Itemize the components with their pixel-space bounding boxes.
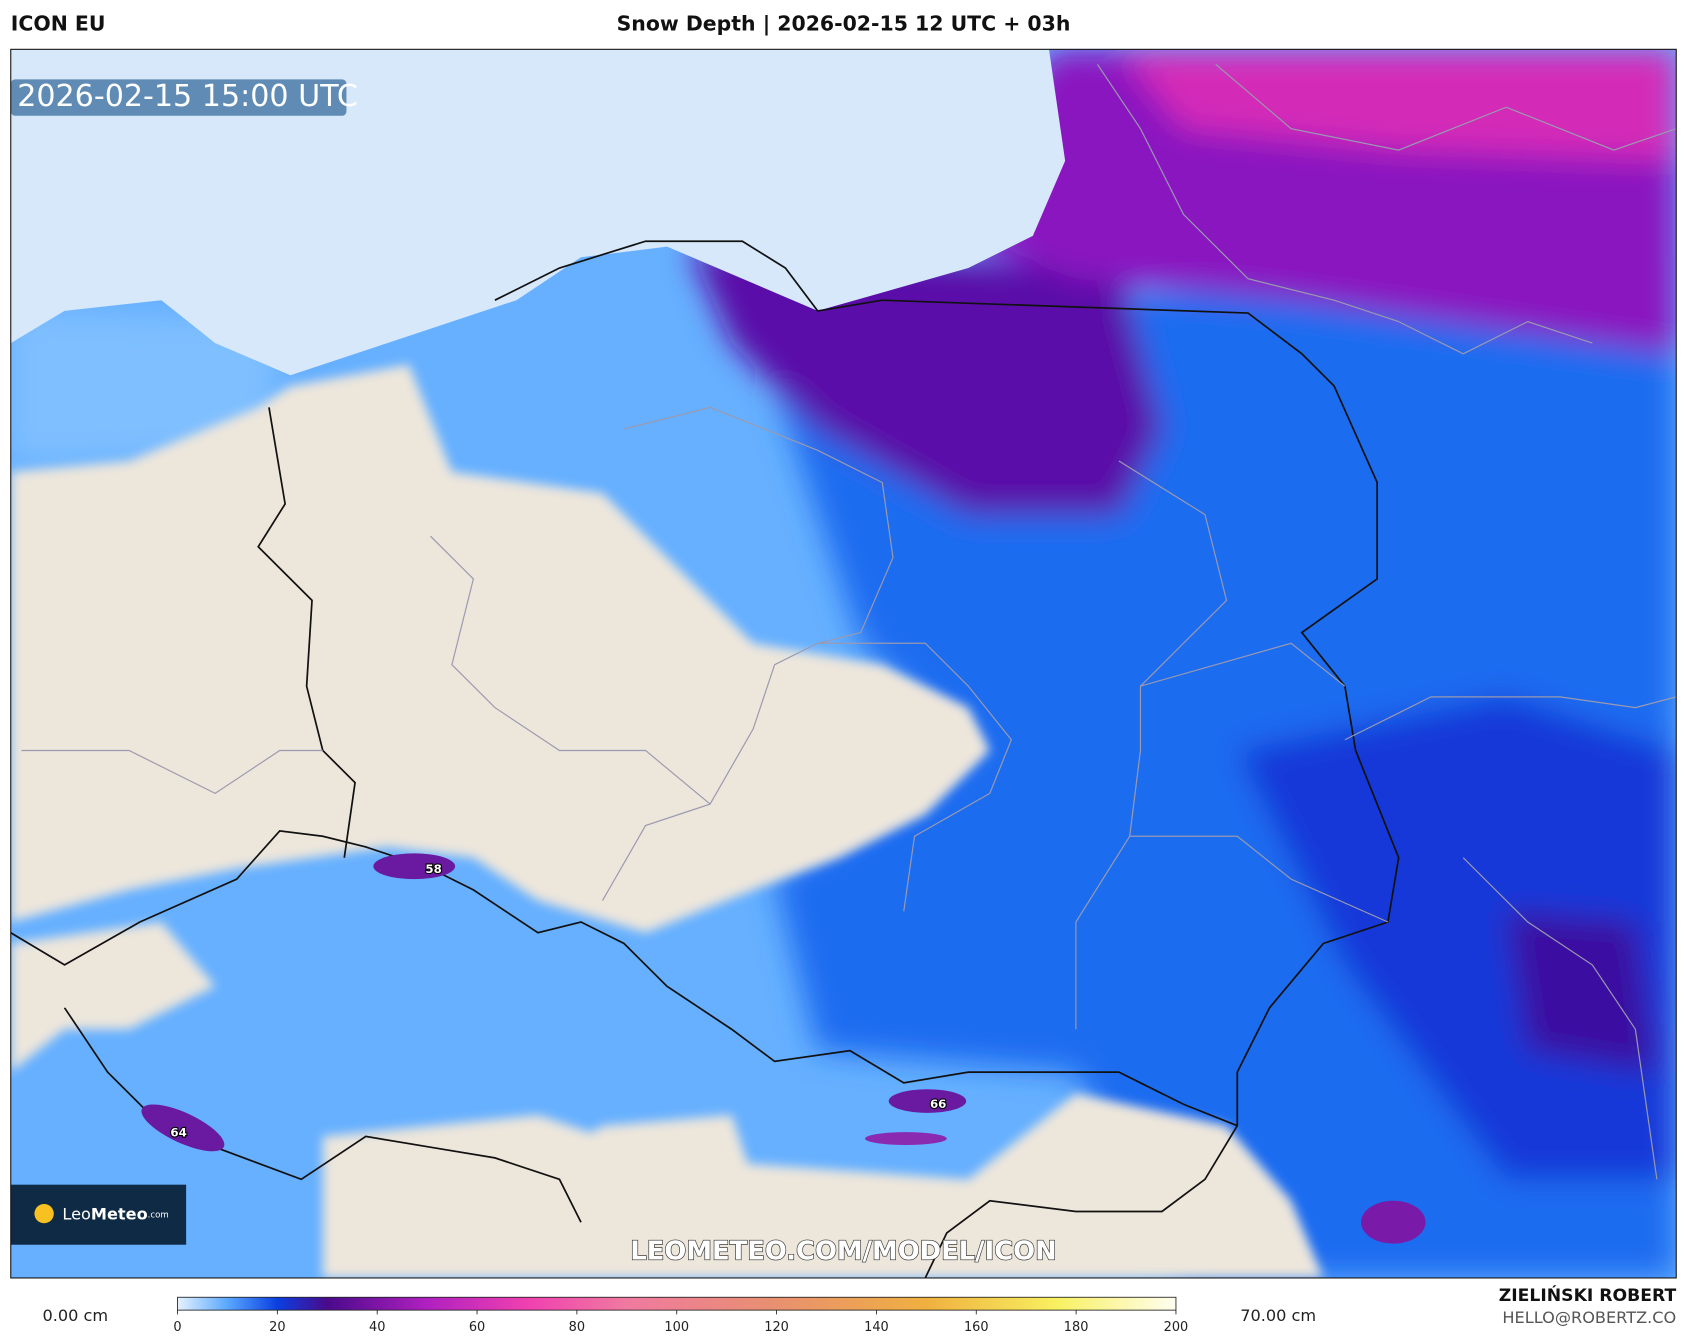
peak-labels: 58 64 66 xyxy=(169,861,947,1141)
logo-name: Leo xyxy=(62,1204,91,1223)
colorbar xyxy=(177,1296,1177,1311)
tick-label: 100 xyxy=(664,1320,689,1335)
peak-label: 64 xyxy=(170,1126,186,1140)
bare-land xyxy=(10,364,1324,1278)
peak-area xyxy=(373,853,456,880)
tick-label: 40 xyxy=(369,1320,385,1335)
peak-label: 66 xyxy=(930,1097,946,1111)
tick-label: 20 xyxy=(269,1320,285,1335)
legend-max: 70.00 cm xyxy=(1240,1306,1316,1325)
map-title: Snow Depth | 2026-02-15 12 UTC + 03h xyxy=(617,12,1071,37)
watermark: LEOMETEO.COM/MODEL/ICON xyxy=(630,1237,1056,1267)
logo-suffix: .com xyxy=(148,1210,169,1220)
legend-min: 0.00 cm xyxy=(42,1306,108,1325)
model-name: ICON EU xyxy=(11,12,106,36)
country-borders xyxy=(10,240,1400,1278)
tick-label: 80 xyxy=(569,1320,585,1335)
tick-label: 140 xyxy=(864,1320,889,1335)
peak-label: 58 xyxy=(425,862,441,876)
snow-peaks xyxy=(141,853,1426,1244)
tick-label: 120 xyxy=(764,1320,789,1335)
time-badge xyxy=(10,79,347,116)
peak-area xyxy=(865,1132,947,1146)
valid-time: 2026-02-15 15:00 UTC xyxy=(17,79,358,114)
peak-area xyxy=(888,1089,967,1113)
tick-label: 200 xyxy=(1164,1320,1189,1335)
region-borders xyxy=(21,63,1677,1180)
logo-text: LeoMeteo.com xyxy=(62,1204,168,1223)
peak-area xyxy=(141,1104,225,1152)
tick-label: 0 xyxy=(173,1320,181,1335)
map-frame xyxy=(10,48,1677,1279)
colorbar-ticks: 0 20 40 60 80 100 120 140 160 180 200 xyxy=(173,1310,1188,1335)
logo-name-bold: Meteo xyxy=(91,1204,148,1223)
logo-sun xyxy=(34,1203,54,1224)
tick-label: 160 xyxy=(964,1320,989,1335)
tick-label: 60 xyxy=(469,1320,485,1335)
author: ZIELIŃSKI ROBERT xyxy=(1499,1284,1677,1306)
sea xyxy=(10,49,1066,376)
map: 58 64 66 2026-02-15 15:00 UTC LEOMETEO.COM… xyxy=(10,49,1677,1278)
peak-area xyxy=(1361,1200,1426,1244)
tick-label: 180 xyxy=(1064,1320,1089,1335)
snow-field xyxy=(10,49,1677,1278)
email: HELLO@ROBERTZ.CO xyxy=(1502,1308,1676,1327)
